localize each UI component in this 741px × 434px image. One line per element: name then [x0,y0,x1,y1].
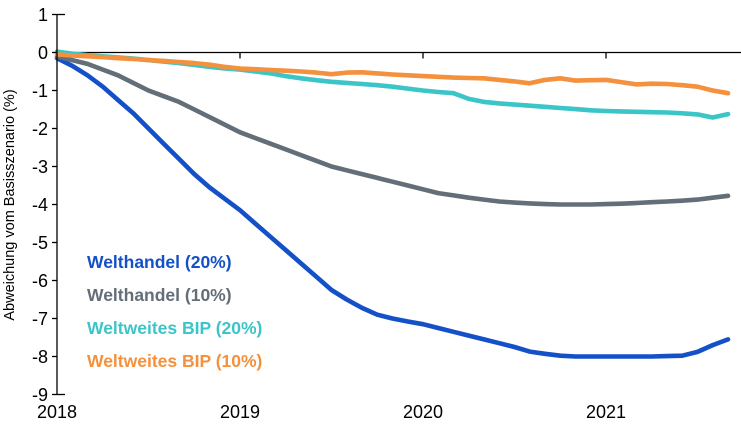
series-line [54,55,731,359]
tick-label: -8 [32,347,48,367]
tick-label: -2 [32,119,48,139]
y-axis-title: Abweichung vom Basisszenario (%) [2,89,18,320]
legend-item-welthandel-10: Welthandel (10%) [87,285,232,305]
legend-item-weltweites-bip-20: Weltweites BIP (20%) [87,318,263,338]
tick-label: -4 [32,195,48,215]
series-line [54,53,731,207]
tick-label: 2021 [586,402,626,422]
legend-item-welthandel-20: Welthandel (20%) [87,252,232,272]
legend-item-weltweites-bip-10: Weltweites BIP (10%) [87,351,263,371]
tick-label: -1 [32,81,48,101]
tick-label: -6 [32,271,48,291]
tick-label: 2018 [37,402,77,422]
chart-legend: Welthandel (20%) Welthandel (10%) Weltwe… [87,246,262,378]
series-line [54,52,731,96]
tick-label: 1 [38,5,48,25]
tick-label: 2019 [220,402,260,422]
tick-label: -7 [32,309,48,329]
tick-label: 2020 [403,402,443,422]
tick-label: 0 [38,43,48,63]
tick-label: -3 [32,157,48,177]
tick-label: -5 [32,233,48,253]
tick-label: -9 [32,385,48,405]
